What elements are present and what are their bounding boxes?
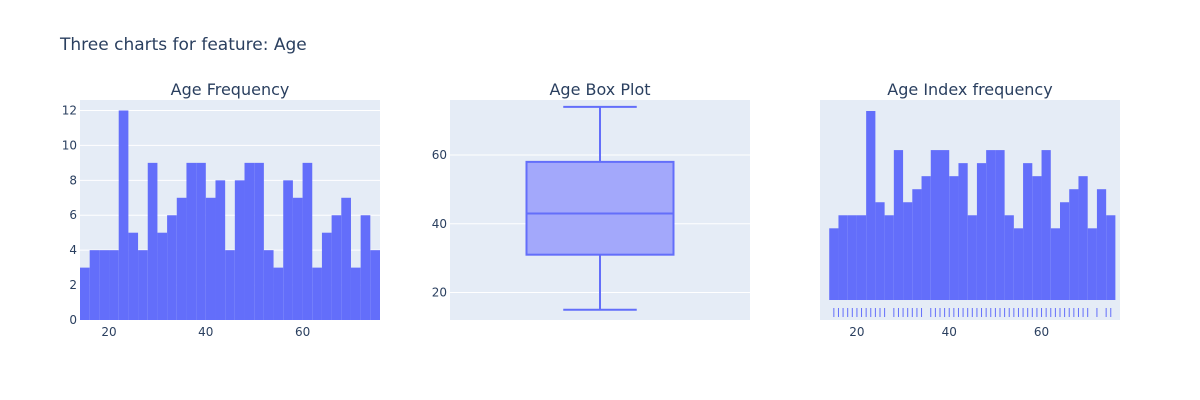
histogram-bar xyxy=(949,176,959,300)
histogram-bar xyxy=(875,202,885,300)
y-tick-label: 10 xyxy=(62,138,77,152)
age-box-plot-y-axis: 20 40 60 xyxy=(432,148,447,300)
histogram-bar xyxy=(312,267,322,320)
histogram-bar xyxy=(205,197,216,320)
histogram-bar xyxy=(292,197,303,320)
age-frequency-title: Age Frequency xyxy=(171,80,290,99)
histogram-bar xyxy=(893,150,904,300)
histogram-bar xyxy=(1087,228,1097,300)
histogram-bar xyxy=(302,162,313,320)
y-tick-label: 8 xyxy=(69,173,77,187)
x-tick-label: 40 xyxy=(942,325,957,339)
iqr-box xyxy=(525,160,675,256)
histogram-bar xyxy=(1106,215,1116,300)
age-index-frequency-chart: Age Index frequency 20 40 60 xyxy=(820,80,1120,339)
histogram-bar xyxy=(350,267,361,320)
histogram-bar xyxy=(128,232,139,320)
histogram-bar xyxy=(958,163,968,300)
x-tick-label: 20 xyxy=(101,325,116,339)
histogram-bar xyxy=(856,215,867,300)
histogram-bar xyxy=(341,197,351,320)
age-index-frequency-title: Age Index frequency xyxy=(887,80,1052,99)
histogram-bar xyxy=(283,180,293,320)
histogram-bar xyxy=(1078,176,1088,300)
y-tick-label: 60 xyxy=(432,148,447,162)
y-tick-label: 6 xyxy=(69,208,77,222)
age-index-frequency-rug xyxy=(833,308,1112,317)
histogram-bar xyxy=(89,250,100,320)
age-box-plot-chart: Age Box Plot 20 40 60 xyxy=(432,80,750,320)
histogram-bar xyxy=(1060,202,1070,300)
histogram-bar xyxy=(1004,215,1014,300)
histogram-bar xyxy=(976,163,987,300)
histogram-bar xyxy=(829,228,839,300)
histogram-bar xyxy=(838,215,848,300)
y-tick-label: 4 xyxy=(69,243,77,257)
x-tick-label: 60 xyxy=(295,325,310,339)
histogram-bar xyxy=(921,176,931,300)
histogram-bar xyxy=(321,232,332,320)
age-frequency-chart: Age Frequency 0 2 4 6 8 10 12 20 40 60 xyxy=(62,80,380,339)
histogram-bar xyxy=(215,180,226,320)
histogram-bar xyxy=(109,250,119,320)
histogram-bar xyxy=(147,162,158,320)
histogram-bar xyxy=(157,232,168,320)
histogram-bar xyxy=(986,150,996,300)
x-tick-label: 60 xyxy=(1034,325,1049,339)
y-tick-label: 2 xyxy=(69,278,77,292)
y-tick-label: 20 xyxy=(432,286,447,300)
y-tick-label: 0 xyxy=(69,313,77,327)
age-frequency-x-axis: 20 40 60 xyxy=(101,325,310,339)
y-tick-label: 40 xyxy=(432,217,447,231)
histogram-bar xyxy=(930,150,940,300)
x-tick-label: 20 xyxy=(849,325,864,339)
histogram-bar xyxy=(99,250,110,320)
histogram-bar xyxy=(118,110,129,320)
histogram-bar xyxy=(1041,150,1051,300)
histogram-bar xyxy=(167,215,177,320)
histogram-bar xyxy=(884,215,894,300)
histogram-bar xyxy=(1013,228,1024,300)
histogram-bar xyxy=(995,150,1005,300)
histogram-bar xyxy=(331,215,342,320)
histogram-bar xyxy=(903,202,913,300)
histogram-bar xyxy=(1023,163,1033,300)
age-index-frequency-x-axis: 20 40 60 xyxy=(849,325,1049,339)
histogram-bar xyxy=(234,180,245,320)
histogram-bar xyxy=(866,111,876,300)
y-tick-label: 12 xyxy=(62,103,77,117)
figure-title: Three charts for feature: Age xyxy=(59,35,307,55)
histogram-bar xyxy=(1050,228,1060,300)
histogram-bar xyxy=(940,150,950,300)
age-box-plot-marks xyxy=(525,105,675,311)
histogram-bar xyxy=(186,162,197,320)
histogram-bar xyxy=(225,250,235,320)
histogram-bar xyxy=(912,189,922,300)
histogram-bar xyxy=(360,215,371,320)
histogram-bar xyxy=(138,250,148,320)
histogram-bar xyxy=(254,162,264,320)
histogram-bar xyxy=(1069,189,1079,300)
histogram-bar xyxy=(244,162,255,320)
histogram-bar xyxy=(176,197,187,320)
histogram-bar xyxy=(847,215,857,300)
age-frequency-y-axis: 0 2 4 6 8 10 12 xyxy=(62,103,77,327)
age-index-frequency-bars xyxy=(829,111,1116,300)
histogram-bar xyxy=(370,250,380,320)
histogram-bar xyxy=(80,267,90,320)
histogram-bar xyxy=(1032,176,1042,300)
histogram-bar xyxy=(263,250,274,320)
x-tick-label: 40 xyxy=(198,325,213,339)
histogram-bar xyxy=(196,162,206,320)
histogram-bar xyxy=(967,215,977,300)
age-frequency-bars xyxy=(80,110,380,320)
age-box-plot-title: Age Box Plot xyxy=(549,80,650,99)
histogram-bar xyxy=(1096,189,1107,300)
histogram-bar xyxy=(273,267,284,320)
